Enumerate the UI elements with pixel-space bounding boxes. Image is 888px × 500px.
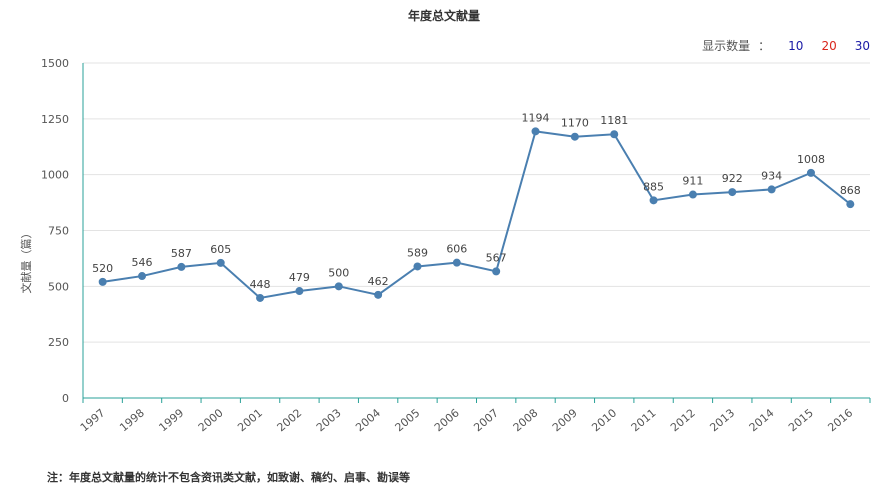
data-point [767, 185, 776, 194]
y-tick-label: 500 [48, 280, 69, 293]
data-label: 911 [682, 175, 703, 188]
chart-title: 年度总文献量 [407, 9, 480, 23]
y-tick-label: 0 [62, 392, 69, 405]
x-tick-label: 2009 [550, 406, 580, 434]
data-label: 885 [643, 180, 664, 193]
data-point [806, 168, 815, 177]
data-label: 868 [840, 184, 861, 197]
x-tick-label: 2004 [353, 406, 383, 434]
data-label: 479 [289, 271, 310, 284]
data-label: 500 [328, 266, 349, 279]
x-tick-label: 2001 [235, 406, 265, 434]
data-label: 567 [486, 251, 507, 264]
y-tick-label: 250 [48, 336, 69, 349]
count-option-10[interactable]: 10 [788, 38, 804, 53]
count-option-30[interactable]: 30 [854, 38, 870, 53]
x-tick-label: 2005 [393, 406, 423, 434]
data-label: 1194 [522, 111, 550, 124]
x-tick-label: 2007 [471, 406, 501, 434]
data-point [688, 190, 697, 199]
y-axis-label: 文献量（篇） [19, 228, 33, 294]
series-line [102, 130, 851, 300]
data-point [452, 258, 461, 267]
footnote: 注：年度总文献量的统计不包含资讯类文献，如致谢、稿约、启事、勘误等 [47, 471, 410, 484]
data-point [570, 132, 579, 141]
data-point [177, 262, 186, 271]
x-tick-label: 1999 [156, 406, 186, 434]
x-tick-label: 2012 [668, 406, 698, 434]
data-point [649, 196, 658, 205]
data-label: 1170 [561, 117, 589, 130]
x-tick-label: 2000 [196, 406, 226, 434]
x-tick-label: 2011 [629, 406, 659, 434]
count-option-20[interactable]: 20 [821, 38, 837, 53]
data-point [728, 188, 737, 197]
x-tick-label: 1997 [78, 406, 108, 434]
count-selector: 显示数量 ： 10 20 30 [702, 37, 870, 54]
x-tick-label: 2014 [747, 406, 777, 434]
x-tick-label: 2013 [707, 406, 737, 434]
data-point [295, 287, 304, 296]
data-label: 1008 [797, 153, 825, 166]
data-label: 934 [761, 169, 782, 182]
count-selector-separator: ： [758, 39, 771, 53]
data-point [492, 267, 501, 276]
x-tick-label: 2006 [432, 406, 462, 434]
data-point [334, 282, 343, 291]
data-label: 605 [210, 243, 231, 256]
x-tick-label: 2003 [314, 406, 344, 434]
data-point [98, 277, 107, 286]
x-tick-label: 2008 [511, 406, 541, 434]
x-tick-label: 2015 [786, 406, 816, 434]
data-point [610, 130, 619, 139]
y-tick-label: 750 [48, 225, 69, 238]
data-point [413, 262, 422, 271]
x-tick-label: 1998 [117, 406, 147, 434]
data-label: 922 [722, 172, 743, 185]
data-label: 589 [407, 246, 428, 259]
data-label: 462 [368, 275, 389, 288]
data-point [846, 200, 855, 209]
x-tick-label: 2016 [825, 406, 855, 434]
y-tick-label: 1500 [41, 57, 69, 70]
y-tick-label: 1250 [41, 113, 69, 126]
data-point [138, 272, 147, 281]
data-label: 1181 [600, 114, 628, 127]
data-point [216, 258, 225, 267]
y-tick-label: 1000 [41, 169, 69, 182]
x-tick-label: 2002 [275, 406, 305, 434]
data-label: 606 [446, 243, 467, 256]
data-point [374, 290, 383, 299]
x-tick-label: 2010 [589, 406, 619, 434]
data-label: 520 [92, 262, 113, 275]
data-label: 448 [250, 278, 271, 291]
count-selector-label: 显示数量 [702, 39, 751, 53]
data-point [256, 293, 265, 302]
data-point [531, 127, 540, 136]
data-label: 546 [132, 256, 153, 269]
data-label: 587 [171, 247, 192, 260]
